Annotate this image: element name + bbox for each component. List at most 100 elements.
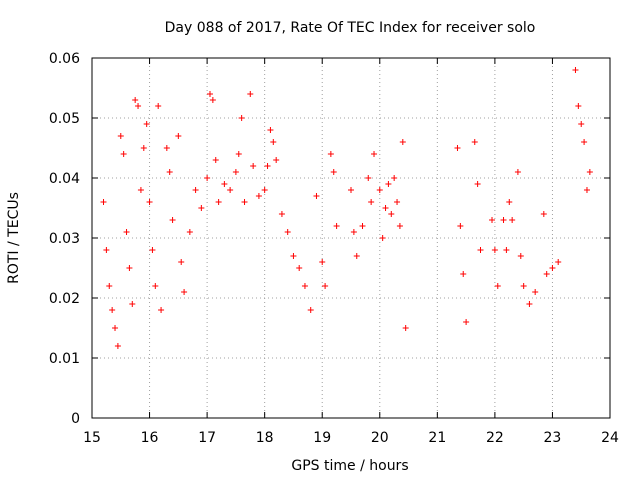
y-tick-label: 0.02 <box>49 291 80 307</box>
data-point-marker <box>319 259 326 265</box>
data-point-marker <box>175 133 182 139</box>
data-point-marker <box>166 169 173 175</box>
data-point-marker <box>186 229 193 235</box>
data-point-marker <box>526 301 533 307</box>
y-tick-label: 0.03 <box>49 231 80 247</box>
data-point-marker <box>290 253 297 259</box>
data-point-marker <box>261 187 268 193</box>
data-point-marker <box>540 211 547 217</box>
data-point-marker <box>132 97 139 103</box>
data-point-marker <box>457 223 464 229</box>
data-point-marker <box>402 325 409 331</box>
data-point-marker <box>192 187 199 193</box>
data-point-marker <box>106 283 113 289</box>
x-tick-label: 18 <box>256 430 274 446</box>
data-point-marker <box>143 121 150 127</box>
data-point-marker <box>333 223 340 229</box>
data-point-marker <box>514 169 521 175</box>
data-point-marker <box>129 301 136 307</box>
data-point-marker <box>477 247 484 253</box>
data-point-marker <box>152 283 159 289</box>
x-axis-tick-labels: 15 16 17 18 19 20 21 22 23 24 <box>83 430 619 446</box>
data-point-marker <box>255 193 262 199</box>
data-point-marker <box>149 247 156 253</box>
chart-title: Day 088 of 2017, Rate Of TEC Index for r… <box>165 20 536 36</box>
data-point-marker <box>583 187 590 193</box>
data-point-marker <box>506 199 513 205</box>
data-point-marker <box>140 145 147 151</box>
y-tick-label: 0.01 <box>49 351 80 367</box>
data-point-marker <box>241 199 248 205</box>
data-point-marker <box>348 187 354 193</box>
data-point-marker <box>509 217 516 223</box>
data-point-marker <box>169 217 176 223</box>
y-axis-tick-labels: 0 0.01 0.02 0.03 0.04 0.05 0.06 <box>49 51 80 427</box>
x-tick-label: 19 <box>313 430 331 446</box>
data-point-marker <box>238 115 245 121</box>
data-point-marker <box>555 259 562 265</box>
data-point-marker <box>181 289 188 295</box>
data-point-marker <box>247 91 254 97</box>
data-point-marker <box>267 127 274 133</box>
data-point-marker <box>103 247 110 253</box>
x-axis-label: GPS time / hours <box>291 458 408 474</box>
y-tick-label: 0.05 <box>49 111 80 127</box>
data-point-marker <box>123 229 130 235</box>
data-point-marker <box>371 151 378 157</box>
data-point-marker <box>126 265 133 271</box>
data-point-marker <box>368 199 375 205</box>
x-tick-label: 20 <box>371 430 389 446</box>
grid <box>92 58 610 418</box>
data-point-marker <box>520 283 527 289</box>
data-point-marker <box>158 307 165 313</box>
data-point-marker <box>549 265 556 271</box>
data-point-marker <box>135 103 142 109</box>
data-point-marker <box>382 205 389 211</box>
data-point-marker <box>221 181 228 187</box>
data-point-marker <box>215 199 222 205</box>
data-point-marker <box>586 169 593 175</box>
x-tick-label: 21 <box>428 430 446 446</box>
data-point-marker <box>273 157 280 163</box>
y-tick-label: 0 <box>71 411 80 427</box>
data-point-marker <box>359 223 366 229</box>
data-point-marker <box>460 271 467 277</box>
data-point-marker <box>198 205 205 211</box>
x-tick-label: 22 <box>486 430 504 446</box>
data-point-marker <box>235 151 242 157</box>
data-point-marker <box>206 91 213 97</box>
data-point-marker <box>376 187 383 193</box>
data-point-marker <box>517 253 524 259</box>
data-point-marker <box>120 151 127 157</box>
data-point-marker <box>543 271 550 277</box>
data-point-marker <box>500 217 507 223</box>
data-point-marker <box>575 103 582 109</box>
x-tick-label: 15 <box>83 430 101 446</box>
data-point-marker <box>301 283 308 289</box>
data-point-marker <box>503 247 510 253</box>
data-point-marker <box>250 163 257 169</box>
data-point-marker <box>163 145 170 151</box>
data-point-marker <box>112 325 119 331</box>
data-point-marker <box>307 307 314 313</box>
y-tick-label: 0.06 <box>49 51 80 67</box>
data-point-marker <box>350 229 357 235</box>
data-point-marker <box>365 175 372 181</box>
data-point-marker <box>474 181 481 187</box>
x-tick-label: 24 <box>601 430 619 446</box>
data-point-marker <box>578 121 585 127</box>
data-point-marker <box>391 175 398 181</box>
data-point-marker <box>212 157 219 163</box>
data-point-marker <box>209 97 216 103</box>
data-point-marker <box>471 139 478 145</box>
data-point-marker <box>330 169 337 175</box>
data-point-marker <box>232 169 239 175</box>
data-point-marker <box>146 199 153 205</box>
y-axis-label: ROTI / TECUs <box>6 192 22 284</box>
x-tick-label: 23 <box>544 430 562 446</box>
data-point-marker <box>581 139 588 145</box>
data-point-marker <box>572 67 579 73</box>
data-point-marker <box>399 139 406 145</box>
data-point-marker <box>227 187 234 193</box>
